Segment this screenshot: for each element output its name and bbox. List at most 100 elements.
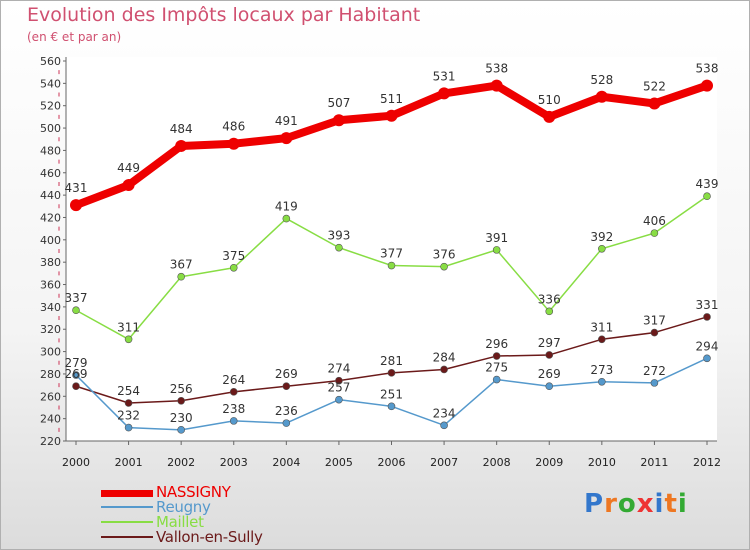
data-point-maillet [387,261,396,270]
data-label-nassigny: 507 [327,96,350,110]
data-label-maillet: 439 [696,177,719,191]
data-point-nassigny [332,114,345,127]
data-label-reugny: 230 [170,411,193,425]
data-label-maillet: 376 [433,248,456,262]
data-label-vallon-en-sully: 296 [485,337,508,351]
legend-swatch-maillet [101,521,153,523]
x-tick-label: 2011 [640,456,668,469]
legend-label-maillet: Maillet [156,513,204,531]
data-point-vallon-en-sully [492,352,501,360]
y-tick-label: 480 [40,144,61,157]
y-tick-label: 380 [40,256,61,269]
data-point-vallon-en-sully [229,388,238,396]
data-label-vallon-en-sully: 269 [275,367,298,381]
data-label-vallon-en-sully: 269 [65,367,88,381]
data-point-maillet [598,244,606,253]
data-point-vallon-en-sully [650,328,659,337]
data-point-nassigny [122,179,135,192]
data-label-maillet: 337 [65,291,88,305]
data-label-nassigny: 484 [170,122,193,136]
data-label-reugny: 236 [275,404,298,418]
data-point-reugny [650,379,659,387]
data-point-vallon-en-sully [387,369,396,377]
data-point-reugny [335,395,343,404]
data-point-reugny [440,421,448,430]
y-tick-label: 340 [40,301,61,314]
data-point-reugny [387,402,396,411]
data-point-vallon-en-sully [703,313,711,321]
logo-letter: t [664,489,678,519]
data-point-reugny [545,382,554,391]
x-tick-label: 2012 [693,456,721,469]
data-label-vallon-en-sully: 317 [643,314,666,328]
data-label-vallon-en-sully: 256 [170,382,193,396]
data-label-nassigny: 538 [696,62,719,76]
data-label-nassigny: 531 [433,69,456,83]
data-label-reugny: 273 [590,363,613,377]
y-tick-label: 400 [40,234,61,247]
data-label-reugny: 275 [485,361,508,375]
data-label-vallon-en-sully: 254 [117,384,140,398]
y-tick-label: 280 [40,368,61,381]
data-label-nassigny: 491 [275,114,298,128]
data-label-maillet: 406 [643,214,666,228]
data-point-maillet [229,263,238,272]
data-point-reugny [124,423,133,432]
data-point-vallon-en-sully [177,396,185,405]
data-point-nassigny [438,87,451,100]
data-label-vallon-en-sully: 331 [696,298,719,312]
data-label-reugny: 269 [538,367,561,381]
data-label-vallon-en-sully: 297 [538,336,561,350]
data-label-reugny: 232 [117,409,140,423]
proxiti-logo: Proxiti [584,489,688,519]
data-label-nassigny: 510 [538,93,561,107]
data-point-vallon-en-sully [72,382,80,391]
data-label-vallon-en-sully: 311 [590,320,613,334]
data-label-maillet: 393 [327,229,350,243]
legend-label-nassigny: NASSIGNY [156,483,231,501]
x-tick-label: 2003 [220,456,248,469]
data-point-reugny [282,419,291,427]
legend-label-vallon: Vallon-en-Sully [156,528,263,546]
y-tick-label: 220 [40,435,61,448]
data-point-maillet [72,306,80,315]
x-tick-label: 2004 [272,456,300,469]
data-point-nassigny [543,110,556,123]
data-point-maillet [124,335,133,344]
chart-title: Evolution des Impôts locaux par Habitant [27,4,421,26]
data-point-reugny [72,371,80,379]
data-label-reugny: 294 [696,339,719,353]
y-tick-label: 440 [40,189,61,202]
data-label-reugny: 238 [222,402,245,416]
y-tick-label: 560 [40,55,61,68]
data-label-nassigny: 486 [222,120,245,134]
legend-swatch-reugny [101,506,153,508]
data-point-maillet [545,307,554,316]
y-tick-label: 420 [40,211,61,224]
x-tick-label: 2002 [167,456,195,469]
y-tick-label: 360 [40,279,61,292]
data-point-reugny [703,354,711,363]
x-tick-label: 2005 [325,456,353,469]
data-point-nassigny [648,97,661,110]
data-label-reugny: 257 [327,381,350,395]
data-point-maillet [492,246,501,254]
data-point-maillet [177,272,185,281]
data-label-nassigny: 449 [117,161,140,175]
data-point-reugny [229,417,238,425]
data-label-vallon-en-sully: 274 [327,362,350,376]
data-label-maillet: 377 [380,247,403,261]
data-label-nassigny: 511 [380,92,403,106]
data-point-vallon-en-sully [124,399,133,407]
x-tick-label: 2001 [115,456,143,469]
data-point-nassigny [280,132,293,145]
data-point-nassigny [227,137,240,150]
logo-letter: i [677,489,688,519]
data-point-nassigny [595,90,608,103]
data-point-maillet [703,192,711,201]
x-tick-label: 2010 [588,456,616,469]
data-point-reugny [598,377,606,386]
data-point-vallon-en-sully [282,382,291,391]
data-point-nassigny [70,199,82,212]
